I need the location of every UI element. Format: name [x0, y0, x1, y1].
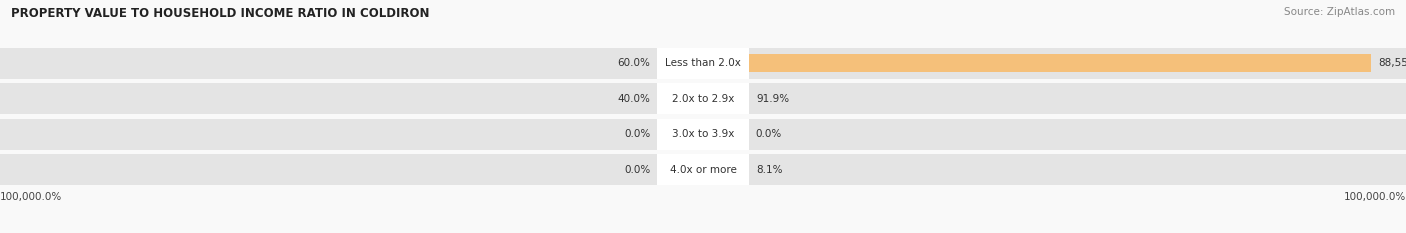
Text: 60.0%: 60.0% — [617, 58, 650, 68]
Text: Less than 2.0x: Less than 2.0x — [665, 58, 741, 68]
Bar — [0, 48, 657, 79]
Text: 2.0x to 2.9x: 2.0x to 2.9x — [672, 94, 734, 104]
Bar — [0, 83, 657, 114]
Bar — [749, 119, 1406, 150]
Bar — [0, 119, 657, 150]
Text: Source: ZipAtlas.com: Source: ZipAtlas.com — [1284, 7, 1395, 17]
Text: 0.0%: 0.0% — [624, 129, 650, 139]
Text: 8.1%: 8.1% — [756, 165, 782, 175]
Text: 0.0%: 0.0% — [624, 165, 650, 175]
Text: 88,559.7%: 88,559.7% — [1378, 58, 1406, 68]
Bar — [749, 83, 1406, 114]
Bar — [0, 154, 657, 185]
Bar — [657, 83, 748, 114]
Text: 0.0%: 0.0% — [756, 129, 782, 139]
Text: PROPERTY VALUE TO HOUSEHOLD INCOME RATIO IN COLDIRON: PROPERTY VALUE TO HOUSEHOLD INCOME RATIO… — [11, 7, 430, 20]
Text: 100,000.0%: 100,000.0% — [0, 192, 62, 202]
Text: 4.0x or more: 4.0x or more — [669, 165, 737, 175]
Bar — [657, 119, 748, 150]
Text: 40.0%: 40.0% — [617, 94, 650, 104]
Text: 100,000.0%: 100,000.0% — [1344, 192, 1406, 202]
Text: 91.9%: 91.9% — [756, 94, 790, 104]
Text: 3.0x to 3.9x: 3.0x to 3.9x — [672, 129, 734, 139]
Bar — [657, 48, 748, 79]
Bar — [749, 48, 1406, 79]
Bar — [749, 154, 1406, 185]
Bar — [749, 54, 1371, 72]
Bar — [657, 154, 748, 185]
